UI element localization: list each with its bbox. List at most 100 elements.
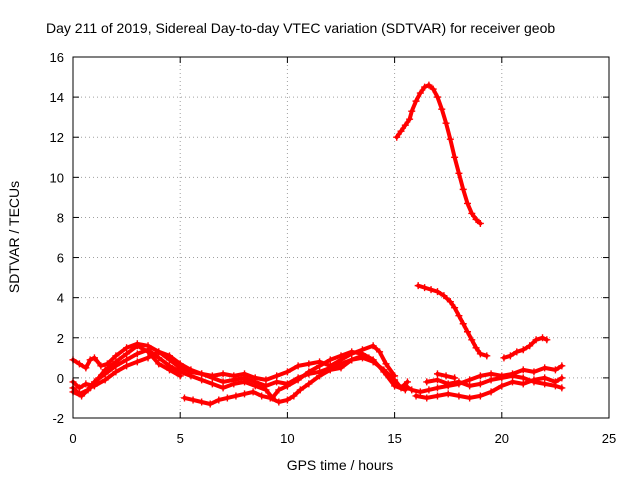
data-point [459, 185, 467, 193]
data-point [230, 380, 238, 388]
x-tick-label: 25 [602, 431, 616, 446]
data-point [476, 380, 484, 388]
data-point [123, 356, 131, 364]
data-point [223, 394, 231, 402]
data-point [90, 354, 98, 362]
data-point [408, 107, 416, 115]
data-point [380, 368, 388, 376]
data-point [112, 358, 120, 366]
data-point [219, 384, 227, 392]
data-point [455, 169, 463, 177]
data-point [180, 394, 188, 402]
data-point [472, 215, 480, 223]
data-point [112, 352, 120, 360]
data-point [305, 380, 313, 388]
data-point [455, 312, 463, 320]
data-point [316, 372, 324, 380]
data-point [558, 362, 566, 370]
data-point [423, 394, 431, 402]
data-point [427, 286, 435, 294]
data-point [348, 348, 356, 356]
data-point [133, 342, 141, 350]
data-point [155, 360, 163, 368]
data-point [425, 386, 433, 394]
data-point [337, 352, 345, 360]
data-point [472, 344, 480, 352]
data-point [198, 376, 206, 384]
data-point [219, 378, 227, 386]
data-point [541, 364, 549, 372]
data-point [509, 378, 517, 386]
data-point [294, 362, 302, 370]
data-point [165, 366, 173, 374]
data-point [551, 366, 559, 374]
x-tick-label: 0 [69, 431, 76, 446]
data-point [144, 348, 152, 356]
data-point [206, 400, 214, 408]
data-point [513, 348, 521, 356]
grid [73, 57, 609, 418]
data-point [543, 336, 551, 344]
y-tick-label: 2 [57, 331, 64, 346]
data-point [208, 374, 216, 382]
x-tick-label: 20 [495, 431, 509, 446]
data-point [466, 394, 474, 402]
x-tick-label: 10 [280, 431, 294, 446]
data-point [337, 364, 345, 372]
data-point [476, 219, 484, 227]
series-arc-9 [412, 374, 566, 402]
data-point [408, 386, 416, 394]
data-point [433, 384, 441, 392]
data-point [414, 282, 422, 290]
data-point [421, 284, 429, 292]
data-point [215, 396, 223, 404]
data-point [198, 370, 206, 378]
data-point [541, 380, 549, 388]
data-point [155, 348, 163, 356]
data-point [262, 386, 270, 394]
data-point [133, 350, 141, 358]
data-point [526, 342, 534, 350]
data-point [348, 356, 356, 364]
data-point [442, 372, 450, 380]
data-point [466, 376, 474, 384]
data-point [275, 386, 283, 394]
series-arc-11 [500, 334, 551, 362]
data-point [438, 105, 446, 113]
data-point [558, 374, 566, 382]
data-point [433, 370, 441, 378]
data-point [403, 378, 411, 386]
data-point [296, 386, 304, 394]
data-point [78, 392, 86, 400]
data-point [433, 392, 441, 400]
data-point [369, 356, 377, 364]
data-point [539, 334, 547, 342]
data-point [519, 374, 527, 382]
data-point [455, 378, 463, 386]
data-point [273, 378, 281, 386]
data-point [416, 89, 424, 97]
data-point [283, 382, 291, 390]
data-point [101, 376, 109, 384]
data-point [258, 392, 266, 400]
data-point [463, 199, 471, 207]
x-axis-label: GPS time / hours [287, 457, 394, 473]
series-line [71, 343, 183, 398]
data-point [433, 288, 441, 296]
data-point [123, 350, 131, 358]
data-point [176, 360, 184, 368]
data-point [144, 354, 152, 362]
data-point [249, 388, 257, 396]
series-arc-7 [414, 282, 491, 360]
y-tick-label: 6 [57, 251, 64, 266]
data-point [463, 328, 471, 336]
data-point [440, 292, 448, 300]
data-point [487, 388, 495, 396]
data-point [290, 392, 298, 400]
data-point [273, 372, 281, 380]
data-point [187, 372, 195, 380]
data-point [487, 370, 495, 378]
data-point [86, 384, 94, 392]
series-arc-1 [69, 340, 399, 384]
